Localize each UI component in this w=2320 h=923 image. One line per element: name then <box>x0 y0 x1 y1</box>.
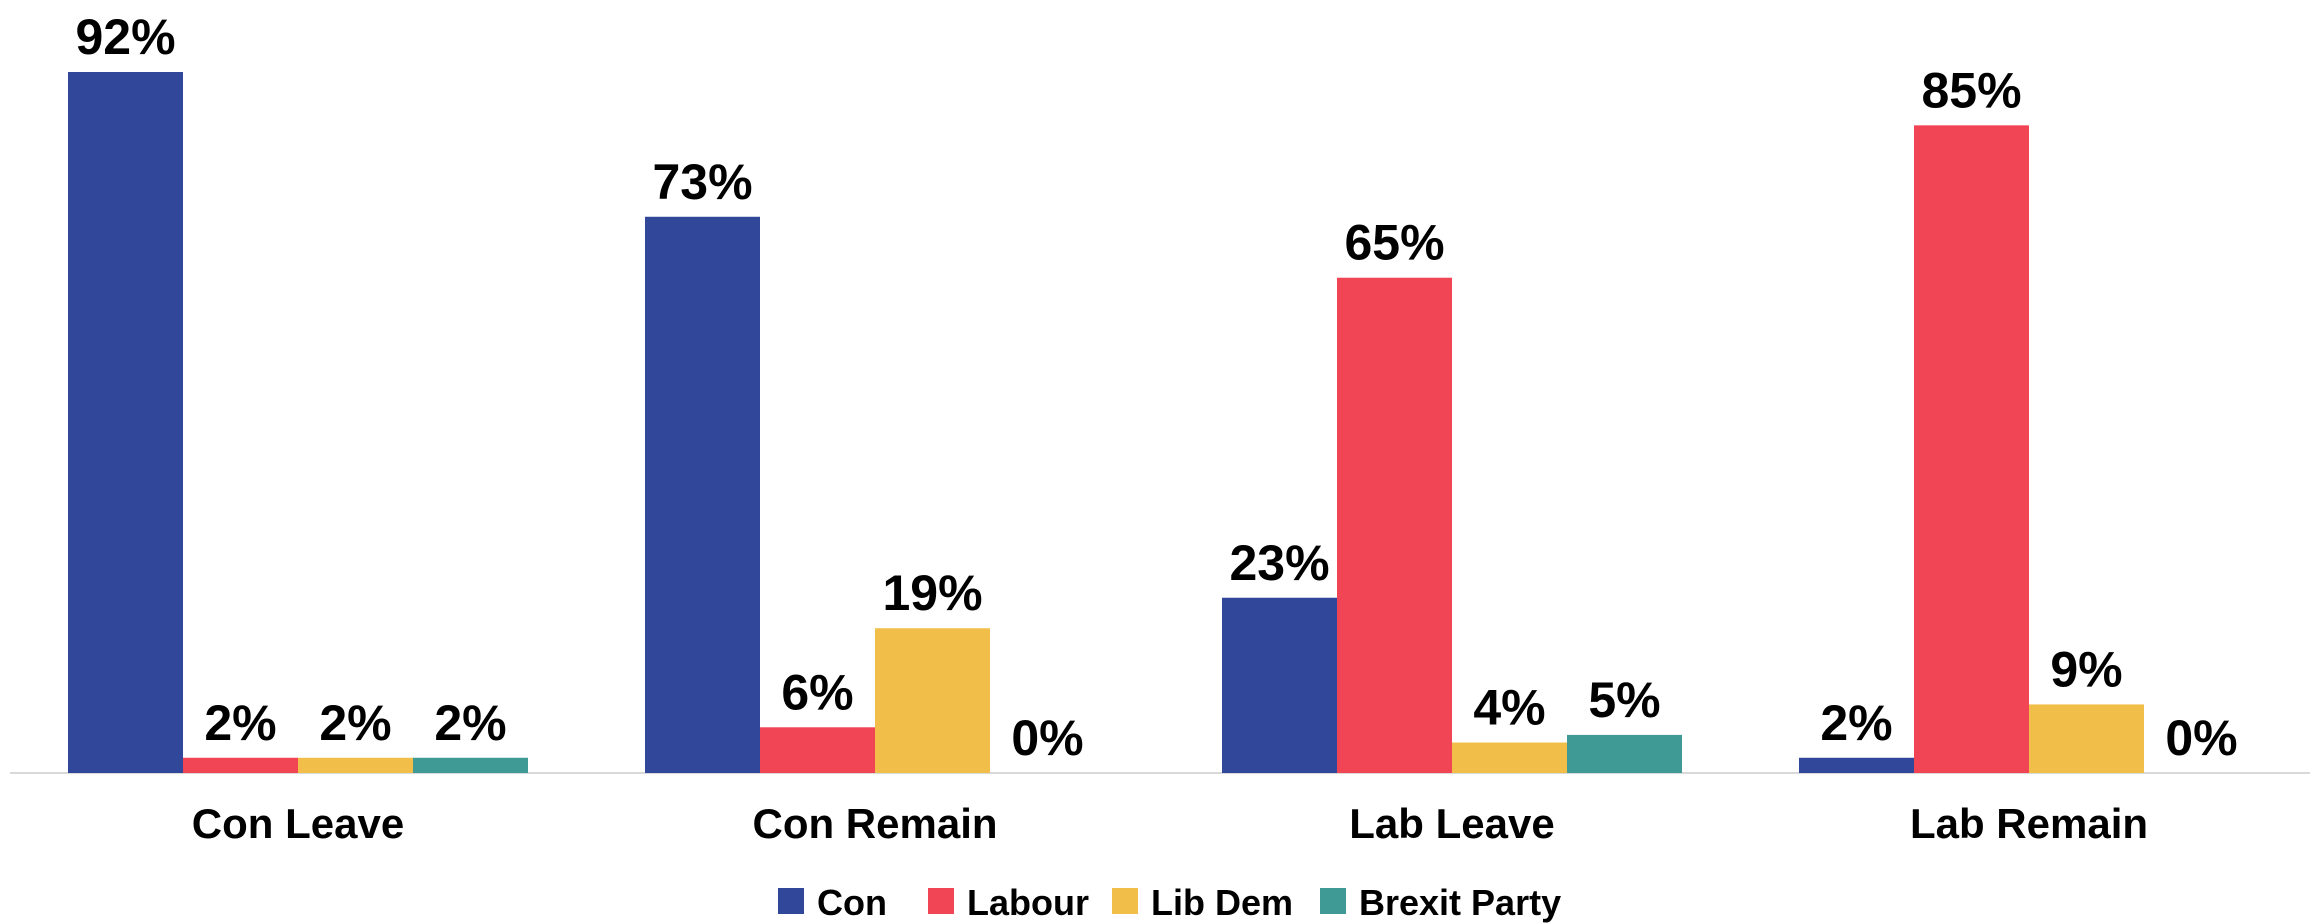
legend-label-con: Con <box>817 882 887 923</box>
bar-con-remain-lib-dem <box>875 628 990 773</box>
category-label-con-remain: Con Remain <box>752 800 997 847</box>
legend-swatch-lib-dem <box>1112 888 1138 914</box>
value-label-con-remain-labour: 6% <box>781 664 853 720</box>
legend-swatch-brexit-party <box>1320 888 1346 914</box>
bar-con-leave-con <box>68 72 183 773</box>
bar-con-leave-lib-dem <box>298 757 413 773</box>
value-label-lab-leave-brexit-party: 5% <box>1588 672 1660 728</box>
bar-lab-remain-labour <box>1914 125 2029 773</box>
bar-con-remain-con <box>645 216 760 774</box>
category-label-lab-remain: Lab Remain <box>1910 800 2148 847</box>
value-label-lab-remain-con: 2% <box>1820 695 1892 751</box>
value-label-lab-remain-labour: 85% <box>1921 62 2021 118</box>
value-label-con-leave-labour: 2% <box>204 695 276 751</box>
value-label-con-remain-lib-dem: 19% <box>882 565 982 621</box>
value-label-lab-leave-labour: 65% <box>1344 215 1444 271</box>
bar-lab-remain-lib-dem <box>2029 704 2144 773</box>
value-label-con-remain-brexit-party: 0% <box>1011 710 1083 766</box>
category-label-lab-leave: Lab Leave <box>1349 800 1554 847</box>
bar-con-leave-labour <box>183 757 298 773</box>
value-label-lab-remain-lib-dem: 9% <box>2050 641 2122 697</box>
bar-lab-leave-lib-dem <box>1452 742 1567 773</box>
value-label-lab-leave-con: 23% <box>1229 535 1329 591</box>
bar-lab-leave-con <box>1222 597 1337 773</box>
value-label-con-remain-con: 73% <box>652 154 752 210</box>
bars <box>68 72 2144 774</box>
legend-label-labour: Labour <box>967 882 1089 923</box>
value-label-lab-remain-brexit-party: 0% <box>2165 710 2237 766</box>
legend: Con Labour Lib Dem Brexit Party <box>778 882 1561 923</box>
legend-label-lib-dem: Lib Dem <box>1151 882 1293 923</box>
bar-lab-remain-con <box>1799 757 1914 773</box>
category-label-con-leave: Con Leave <box>192 800 404 847</box>
value-labels: 92% 2% 2% 2% 73% 6% 19% 0% 23% 65% 4% 5% 2% 85% 9% 0% <box>75 9 2237 766</box>
bar-lab-leave-brexit-party <box>1567 734 1682 773</box>
value-label-con-leave-brexit-party: 2% <box>434 695 506 751</box>
value-label-con-leave-con: 92% <box>75 9 175 65</box>
value-label-lab-leave-lib-dem: 4% <box>1473 680 1545 736</box>
bar-con-remain-labour <box>760 727 875 773</box>
legend-swatch-labour <box>928 888 954 914</box>
legend-label-brexit-party: Brexit Party <box>1359 882 1561 923</box>
category-labels: Con Leave Con Remain Lab Leave Lab Remain <box>192 800 2148 847</box>
bar-con-leave-brexit-party <box>413 757 528 773</box>
value-label-con-leave-lib-dem: 2% <box>319 695 391 751</box>
bar-lab-leave-labour <box>1337 277 1452 773</box>
legend-swatch-con <box>778 888 804 914</box>
